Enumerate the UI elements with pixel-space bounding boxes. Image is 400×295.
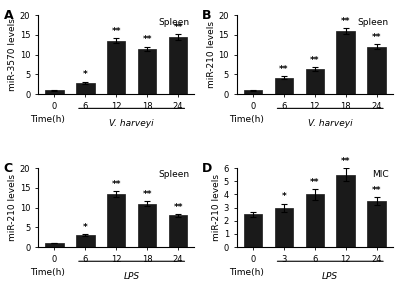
- Text: B: B: [202, 9, 212, 22]
- Text: **: **: [372, 33, 382, 42]
- Bar: [138, 49, 156, 94]
- Bar: [306, 194, 324, 247]
- Bar: [336, 31, 355, 94]
- Text: *: *: [83, 70, 88, 79]
- Text: A: A: [4, 9, 13, 22]
- Text: Time(h): Time(h): [229, 115, 264, 124]
- Bar: [244, 214, 262, 247]
- Text: **: **: [279, 65, 289, 74]
- Text: **: **: [341, 157, 350, 166]
- Bar: [306, 69, 324, 94]
- Y-axis label: miR-3570 levels: miR-3570 levels: [8, 18, 17, 91]
- Y-axis label: miR-210 levels: miR-210 levels: [212, 174, 221, 241]
- Text: **: **: [372, 186, 382, 195]
- Bar: [138, 204, 156, 247]
- Bar: [45, 243, 64, 247]
- Text: **: **: [142, 190, 152, 199]
- Text: *: *: [83, 223, 88, 232]
- Text: LPS: LPS: [124, 271, 140, 281]
- Bar: [367, 201, 386, 247]
- Text: Spleen: Spleen: [357, 18, 388, 27]
- Text: LPS: LPS: [322, 271, 338, 281]
- Text: Spleen: Spleen: [159, 18, 190, 27]
- Text: V. harveyi: V. harveyi: [109, 119, 154, 128]
- Bar: [336, 175, 355, 247]
- Text: Time(h): Time(h): [229, 268, 264, 277]
- Text: D: D: [202, 162, 212, 175]
- Text: Spleen: Spleen: [159, 171, 190, 179]
- Text: MIC: MIC: [372, 171, 388, 179]
- Text: **: **: [112, 180, 121, 189]
- Bar: [45, 90, 64, 94]
- Text: **: **: [341, 17, 350, 26]
- Text: **: **: [142, 35, 152, 45]
- Y-axis label: miR-210 levels: miR-210 levels: [8, 174, 17, 241]
- Text: V. harveyi: V. harveyi: [308, 119, 352, 128]
- Text: Time(h): Time(h): [30, 268, 65, 277]
- Y-axis label: miR-210 levels: miR-210 levels: [207, 21, 216, 88]
- Text: **: **: [112, 27, 121, 36]
- Bar: [107, 194, 126, 247]
- Text: **: **: [173, 23, 183, 32]
- Text: **: **: [310, 56, 320, 65]
- Bar: [367, 47, 386, 94]
- Text: **: **: [173, 203, 183, 212]
- Text: *: *: [282, 192, 286, 201]
- Bar: [169, 215, 187, 247]
- Bar: [76, 235, 94, 247]
- Bar: [107, 41, 126, 94]
- Text: Time(h): Time(h): [30, 115, 65, 124]
- Bar: [76, 83, 94, 94]
- Bar: [274, 78, 293, 94]
- Text: C: C: [4, 162, 13, 175]
- Bar: [169, 37, 187, 94]
- Bar: [274, 208, 293, 247]
- Text: **: **: [310, 178, 320, 187]
- Bar: [244, 90, 262, 94]
